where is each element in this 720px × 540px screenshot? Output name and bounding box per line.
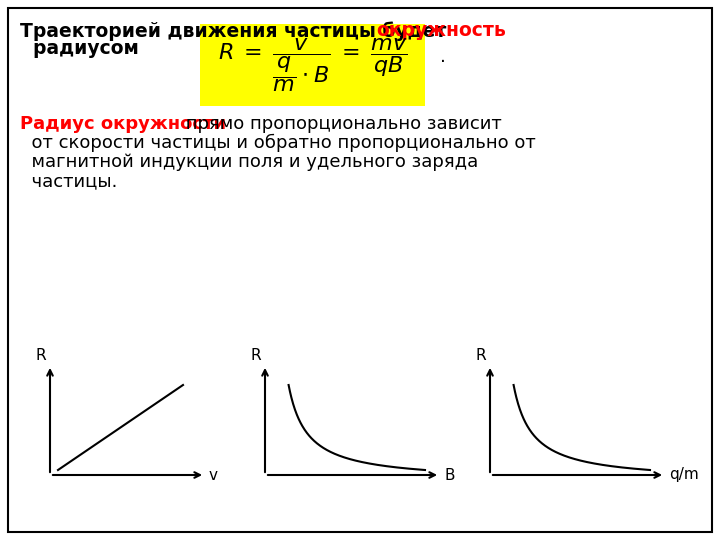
- Text: магнитной индукции поля и удельного заряда: магнитной индукции поля и удельного заря…: [20, 153, 478, 171]
- Text: R: R: [251, 348, 261, 363]
- Text: частицы.: частицы.: [20, 172, 117, 190]
- Bar: [200, 24, 425, 106]
- Text: $R\;=\;\dfrac{v}{\dfrac{q}{m}\cdot B}\;=\;\dfrac{mv}{qB}$: $R\;=\;\dfrac{v}{\dfrac{q}{m}\cdot B}\;=…: [218, 36, 408, 94]
- Text: от скорости частицы и обратно пропорционально от: от скорости частицы и обратно пропорцион…: [20, 134, 536, 152]
- Text: прямо пропорционально зависит: прямо пропорционально зависит: [180, 115, 502, 133]
- Text: Радиус окружности: Радиус окружности: [20, 115, 226, 133]
- Text: .: .: [440, 48, 446, 66]
- Text: B: B: [444, 468, 454, 483]
- Text: q/m: q/m: [669, 468, 698, 483]
- Text: Траекторией движения частицы будет: Траекторией движения частицы будет: [20, 21, 453, 40]
- Text: R: R: [35, 348, 46, 363]
- Text: v: v: [209, 468, 218, 483]
- Text: окружность: окружность: [376, 21, 506, 40]
- Text: R: R: [475, 348, 486, 363]
- Text: радиусом: радиусом: [20, 39, 139, 58]
